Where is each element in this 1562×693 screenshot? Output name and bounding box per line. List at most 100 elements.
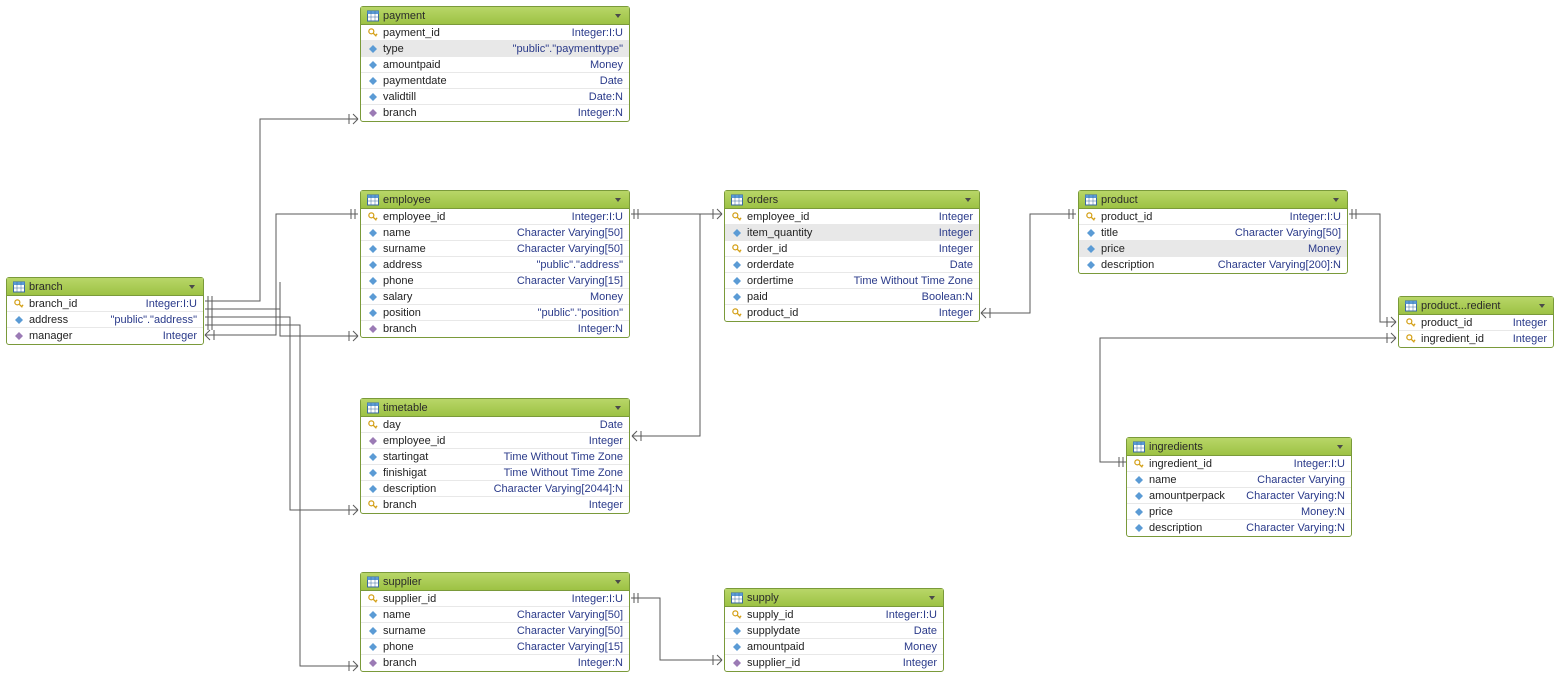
table-dropdown-icon[interactable] bbox=[613, 577, 623, 587]
table-branch[interactable]: branchbranch_idInteger:I:Uaddress"public… bbox=[6, 277, 204, 345]
column-row[interactable]: supply_idInteger:I:U bbox=[725, 607, 943, 623]
table-dropdown-icon[interactable] bbox=[927, 593, 937, 603]
column-row[interactable]: amountpaidMoney bbox=[725, 639, 943, 655]
column-row[interactable]: surnameCharacter Varying[50] bbox=[361, 241, 629, 257]
column-row[interactable]: amountperpackCharacter Varying:N bbox=[1127, 488, 1351, 504]
column-row[interactable]: priceMoney bbox=[1079, 241, 1347, 257]
column-row[interactable]: supplydateDate bbox=[725, 623, 943, 639]
column-type: Money bbox=[904, 641, 937, 653]
column-row[interactable]: dayDate bbox=[361, 417, 629, 433]
column-name: branch_id bbox=[29, 298, 77, 310]
table-employee[interactable]: employeeemployee_idInteger:I:UnameCharac… bbox=[360, 190, 630, 338]
column-type: Integer:I:U bbox=[1290, 211, 1341, 223]
column-row[interactable]: phoneCharacter Varying[15] bbox=[361, 639, 629, 655]
column-fk-icon bbox=[13, 332, 25, 340]
table-supplier[interactable]: suppliersupplier_idInteger:I:UnameCharac… bbox=[360, 572, 630, 672]
column-row[interactable]: payment_idInteger:I:U bbox=[361, 25, 629, 41]
column-row[interactable]: employee_idInteger:I:U bbox=[361, 209, 629, 225]
table-ingredients[interactable]: ingredients ingredient_idInteger:I:UnameC… bbox=[1126, 437, 1352, 537]
column-row[interactable]: managerInteger bbox=[7, 328, 203, 344]
column-row[interactable]: startingatTime Without Time Zone bbox=[361, 449, 629, 465]
column-row[interactable]: descriptionCharacter Varying[2044]:N bbox=[361, 481, 629, 497]
column-row[interactable]: paymentdateDate bbox=[361, 73, 629, 89]
connector-branch-employee bbox=[205, 282, 358, 336]
column-row[interactable]: ingredient_idInteger:I:U bbox=[1127, 456, 1351, 472]
table-dropdown-icon[interactable] bbox=[613, 403, 623, 413]
column-row[interactable]: position"public"."position" bbox=[361, 305, 629, 321]
column-row[interactable]: supplier_idInteger bbox=[725, 655, 943, 671]
table-header[interactable]: payment bbox=[361, 7, 629, 25]
table-header[interactable]: employee bbox=[361, 191, 629, 209]
table-header[interactable]: supplier bbox=[361, 573, 629, 591]
column-row[interactable]: employee_idInteger bbox=[725, 209, 979, 225]
table-header[interactable]: timetable bbox=[361, 399, 629, 417]
table-supply[interactable]: supplysupply_idInteger:I:UsupplydateDate… bbox=[724, 588, 944, 672]
table-header[interactable]: branch bbox=[7, 278, 203, 296]
column-row[interactable]: product_idInteger bbox=[1399, 315, 1553, 331]
column-row[interactable]: nameCharacter Varying[50] bbox=[361, 225, 629, 241]
column-name: manager bbox=[29, 330, 72, 342]
column-name: price bbox=[1149, 506, 1173, 518]
column-row[interactable]: ordertimeTime Without Time Zone bbox=[725, 273, 979, 289]
table-product[interactable]: productproduct_idInteger:I:UtitleCharact… bbox=[1078, 190, 1348, 274]
column-type: Integer:N bbox=[578, 323, 623, 335]
table-dropdown-icon[interactable] bbox=[1335, 442, 1345, 452]
column-row[interactable]: order_idInteger bbox=[725, 241, 979, 257]
column-row[interactable]: branchInteger:N bbox=[361, 321, 629, 337]
column-row[interactable]: address"public"."address" bbox=[361, 257, 629, 273]
table-dropdown-icon[interactable] bbox=[1331, 195, 1341, 205]
column-type: Character Varying[50] bbox=[517, 227, 623, 239]
table-product_ingredient[interactable]: product...redientproduct_idIntegeringred… bbox=[1398, 296, 1554, 348]
column-row[interactable]: branch_idInteger:I:U bbox=[7, 296, 203, 312]
table-dropdown-icon[interactable] bbox=[187, 282, 197, 292]
column-name: address bbox=[383, 259, 422, 271]
connector-supplier-supply bbox=[631, 598, 722, 660]
column-key-icon bbox=[1405, 318, 1417, 328]
table-payment[interactable]: paymentpayment_idInteger:I:Utype"public"… bbox=[360, 6, 630, 122]
column-row[interactable]: nameCharacter Varying[50] bbox=[361, 607, 629, 623]
column-row[interactable]: titleCharacter Varying[50] bbox=[1079, 225, 1347, 241]
column-row[interactable]: product_idInteger:I:U bbox=[1079, 209, 1347, 225]
table-orders[interactable]: ordersemployee_idIntegeritem_quantityInt… bbox=[724, 190, 980, 322]
table-title: ingredients bbox=[1149, 441, 1335, 453]
column-row[interactable]: priceMoney:N bbox=[1127, 504, 1351, 520]
column-row[interactable]: finishigatTime Without Time Zone bbox=[361, 465, 629, 481]
column-row[interactable]: amountpaidMoney bbox=[361, 57, 629, 73]
table-header[interactable]: product bbox=[1079, 191, 1347, 209]
column-row[interactable]: phoneCharacter Varying[15] bbox=[361, 273, 629, 289]
table-dropdown-icon[interactable] bbox=[963, 195, 973, 205]
column-row[interactable]: branchInteger:N bbox=[361, 105, 629, 121]
column-row[interactable]: type"public"."paymenttype" bbox=[361, 41, 629, 57]
column-row[interactable]: employee_idInteger bbox=[361, 433, 629, 449]
column-type: Character Varying[15] bbox=[517, 641, 623, 653]
table-header[interactable]: product...redient bbox=[1399, 297, 1553, 315]
column-row[interactable]: paidBoolean:N bbox=[725, 289, 979, 305]
table-header[interactable]: ingredients bbox=[1127, 438, 1351, 456]
column-type: Integer:N bbox=[578, 107, 623, 119]
column-name: validtill bbox=[383, 91, 416, 103]
column-row[interactable]: product_idInteger bbox=[725, 305, 979, 321]
column-type: Character Varying:N bbox=[1246, 490, 1345, 502]
table-dropdown-icon[interactable] bbox=[1537, 301, 1547, 311]
column-row[interactable]: descriptionCharacter Varying[200]:N bbox=[1079, 257, 1347, 273]
column-row[interactable]: branchInteger:N bbox=[361, 655, 629, 671]
column-name: branch bbox=[383, 657, 417, 669]
column-type: Time Without Time Zone bbox=[854, 275, 973, 287]
column-row[interactable]: address"public"."address" bbox=[7, 312, 203, 328]
column-row[interactable]: validtillDate:N bbox=[361, 89, 629, 105]
column-type: Character Varying[50] bbox=[517, 243, 623, 255]
column-row[interactable]: item_quantityInteger bbox=[725, 225, 979, 241]
column-row[interactable]: descriptionCharacter Varying:N bbox=[1127, 520, 1351, 536]
table-dropdown-icon[interactable] bbox=[613, 195, 623, 205]
table-timetable[interactable]: timetabledayDateemployee_idIntegerstarti… bbox=[360, 398, 630, 514]
table-header[interactable]: supply bbox=[725, 589, 943, 607]
table-dropdown-icon[interactable] bbox=[613, 11, 623, 21]
column-row[interactable]: ingredient_idInteger bbox=[1399, 331, 1553, 347]
column-row[interactable]: nameCharacter Varying bbox=[1127, 472, 1351, 488]
column-row[interactable]: branchInteger bbox=[361, 497, 629, 513]
column-row[interactable]: orderdateDate bbox=[725, 257, 979, 273]
column-row[interactable]: supplier_idInteger:I:U bbox=[361, 591, 629, 607]
table-header[interactable]: orders bbox=[725, 191, 979, 209]
column-row[interactable]: salaryMoney bbox=[361, 289, 629, 305]
column-row[interactable]: surnameCharacter Varying[50] bbox=[361, 623, 629, 639]
